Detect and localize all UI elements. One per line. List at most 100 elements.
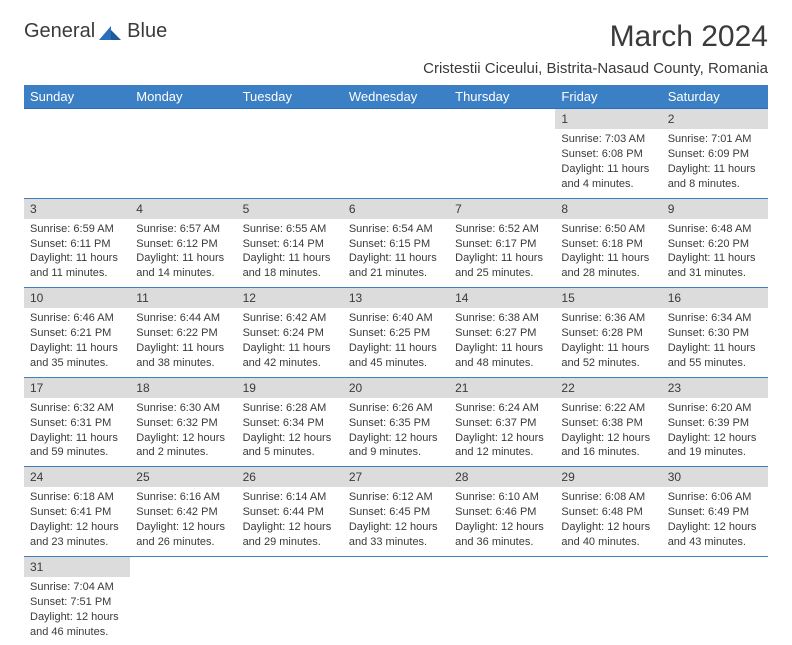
sunrise-text: Sunrise: 6:06 AM (668, 490, 762, 505)
sunset-text: Sunset: 6:49 PM (668, 505, 762, 520)
sunset-text: Sunset: 6:39 PM (668, 416, 762, 431)
sunset-text: Sunset: 6:20 PM (668, 237, 762, 252)
sunrise-text: Sunrise: 6:57 AM (136, 222, 230, 237)
calendar-cell: 3Sunrise: 6:59 AMSunset: 6:11 PMDaylight… (24, 198, 130, 288)
daylight-text: Daylight: 11 hours and 38 minutes. (136, 341, 230, 371)
sunset-text: Sunset: 6:41 PM (30, 505, 124, 520)
calendar-cell (662, 556, 768, 645)
calendar-row: 17Sunrise: 6:32 AMSunset: 6:31 PMDayligh… (24, 377, 768, 467)
calendar-cell: 23Sunrise: 6:20 AMSunset: 6:39 PMDayligh… (662, 377, 768, 467)
calendar-row: 31Sunrise: 7:04 AMSunset: 7:51 PMDayligh… (24, 556, 768, 645)
day-number: 12 (237, 288, 343, 308)
sunset-text: Sunset: 6:37 PM (455, 416, 549, 431)
sunset-text: Sunset: 6:35 PM (349, 416, 443, 431)
daylight-text: Daylight: 12 hours and 23 minutes. (30, 520, 124, 550)
sunrise-text: Sunrise: 6:20 AM (668, 401, 762, 416)
sunset-text: Sunset: 6:09 PM (668, 147, 762, 162)
sunset-text: Sunset: 6:14 PM (243, 237, 337, 252)
weekday-header: Thursday (449, 85, 555, 109)
calendar-body: 1Sunrise: 7:03 AMSunset: 6:08 PMDaylight… (24, 109, 768, 645)
daylight-text: Daylight: 12 hours and 40 minutes. (561, 520, 655, 550)
calendar-cell (237, 556, 343, 645)
day-number: 2 (662, 109, 768, 129)
sunrise-text: Sunrise: 6:48 AM (668, 222, 762, 237)
sunrise-text: Sunrise: 6:54 AM (349, 222, 443, 237)
calendar-cell (449, 109, 555, 199)
sunset-text: Sunset: 6:46 PM (455, 505, 549, 520)
calendar-cell: 24 Sunrise: 6:18 AMSunset: 6:41 PMDayligh… (24, 467, 130, 557)
calendar-cell: 4Sunrise: 6:57 AMSunset: 6:12 PMDaylight… (130, 198, 236, 288)
sunrise-text: Sunrise: 6:38 AM (455, 311, 549, 326)
calendar-cell: 8Sunrise: 6:50 AMSunset: 6:18 PMDaylight… (555, 198, 661, 288)
sunrise-text: Sunrise: 6:40 AM (349, 311, 443, 326)
sunset-text: Sunset: 6:17 PM (455, 237, 549, 252)
daylight-text: Daylight: 11 hours and 35 minutes. (30, 341, 124, 371)
calendar-cell: 18Sunrise: 6:30 AMSunset: 6:32 PMDayligh… (130, 377, 236, 467)
day-number: 7 (449, 199, 555, 219)
calendar-row: 24Sunrise: 6:18 AMSunset: 6:41 PMDayligh… (24, 467, 768, 557)
calendar-cell: 13Sunrise: 6:40 AMSunset: 6:25 PMDayligh… (343, 288, 449, 378)
weekday-header: Wednesday (343, 85, 449, 109)
sunrise-text: Sunrise: 6:22 AM (561, 401, 655, 416)
weekday-header: Monday (130, 85, 236, 109)
daylight-text: Daylight: 12 hours and 19 minutes. (668, 431, 762, 461)
daylight-text: Daylight: 11 hours and 45 minutes. (349, 341, 443, 371)
calendar-cell: 15Sunrise: 6:36 AMSunset: 6:28 PMDayligh… (555, 288, 661, 378)
daylight-text: Daylight: 11 hours and 31 minutes. (668, 251, 762, 281)
daylight-text: Daylight: 12 hours and 46 minutes. (30, 610, 124, 640)
day-number: 20 (343, 378, 449, 398)
calendar-cell: 11Sunrise: 6:44 AMSunset: 6:22 PMDayligh… (130, 288, 236, 378)
calendar-cell: 5Sunrise: 6:55 AMSunset: 6:14 PMDaylight… (237, 198, 343, 288)
calendar-row: 1Sunrise: 7:03 AMSunset: 6:08 PMDaylight… (24, 109, 768, 199)
sunrise-text: Sunrise: 6:59 AM (30, 222, 124, 237)
daylight-text: Daylight: 11 hours and 8 minutes. (668, 162, 762, 192)
daylight-text: Daylight: 12 hours and 16 minutes. (561, 431, 655, 461)
sunset-text: Sunset: 6:15 PM (349, 237, 443, 252)
sunset-text: Sunset: 6:32 PM (136, 416, 230, 431)
sunset-text: Sunset: 6:22 PM (136, 326, 230, 341)
day-number: 28 (449, 467, 555, 487)
day-number: 3 (24, 199, 130, 219)
daylight-text: Daylight: 11 hours and 25 minutes. (455, 251, 549, 281)
daylight-text: Daylight: 11 hours and 55 minutes. (668, 341, 762, 371)
daylight-text: Daylight: 12 hours and 2 minutes. (136, 431, 230, 461)
sunrise-text: Sunrise: 6:16 AM (136, 490, 230, 505)
daylight-text: Daylight: 11 hours and 14 minutes. (136, 251, 230, 281)
daylight-text: Daylight: 11 hours and 59 minutes. (30, 431, 124, 461)
day-number: 24 (24, 467, 130, 487)
sunrise-text: Sunrise: 6:24 AM (455, 401, 549, 416)
sunset-text: Sunset: 6:48 PM (561, 505, 655, 520)
sunset-text: Sunset: 6:30 PM (668, 326, 762, 341)
daylight-text: Daylight: 11 hours and 11 minutes. (30, 251, 124, 281)
calendar-cell (24, 109, 130, 199)
daylight-text: Daylight: 12 hours and 33 minutes. (349, 520, 443, 550)
calendar-cell: 29 Sunrise: 6:08 AMSunset: 6:48 PMDayligh… (555, 467, 661, 557)
logo: General Blue (24, 20, 167, 43)
sunrise-text: Sunrise: 6:14 AM (243, 490, 337, 505)
day-number: 29 (555, 467, 661, 487)
day-number: 22 (555, 378, 661, 398)
day-number: 30 (662, 467, 768, 487)
calendar-table: SundayMondayTuesdayWednesdayThursdayFrid… (24, 85, 768, 645)
sunrise-text: Sunrise: 6:36 AM (561, 311, 655, 326)
sunrise-text: Sunrise: 6:18 AM (30, 490, 124, 505)
day-number: 19 (237, 378, 343, 398)
sunset-text: Sunset: 6:12 PM (136, 237, 230, 252)
calendar-cell: 28Sunrise: 6:10 AMSunset: 6:46 PMDayligh… (449, 467, 555, 557)
calendar-cell: 9Sunrise: 6:48 AMSunset: 6:20 PMDaylight… (662, 198, 768, 288)
weekday-row: SundayMondayTuesdayWednesdayThursdayFrid… (24, 85, 768, 109)
calendar-cell: 6Sunrise: 6:54 AMSunset: 6:15 PMDaylight… (343, 198, 449, 288)
sunset-text: Sunset: 6:42 PM (136, 505, 230, 520)
sunset-text: Sunset: 6:34 PM (243, 416, 337, 431)
day-number: 8 (555, 199, 661, 219)
day-number: 16 (662, 288, 768, 308)
day-number: 14 (449, 288, 555, 308)
sunrise-text: Sunrise: 6:08 AM (561, 490, 655, 505)
weekday-header: Tuesday (237, 85, 343, 109)
sunrise-text: Sunrise: 7:01 AM (668, 132, 762, 147)
sunrise-text: Sunrise: 6:42 AM (243, 311, 337, 326)
calendar-cell (555, 556, 661, 645)
calendar-row: 3Sunrise: 6:59 AMSunset: 6:11 PMDaylight… (24, 198, 768, 288)
calendar-cell (130, 109, 236, 199)
sunrise-text: Sunrise: 6:34 AM (668, 311, 762, 326)
